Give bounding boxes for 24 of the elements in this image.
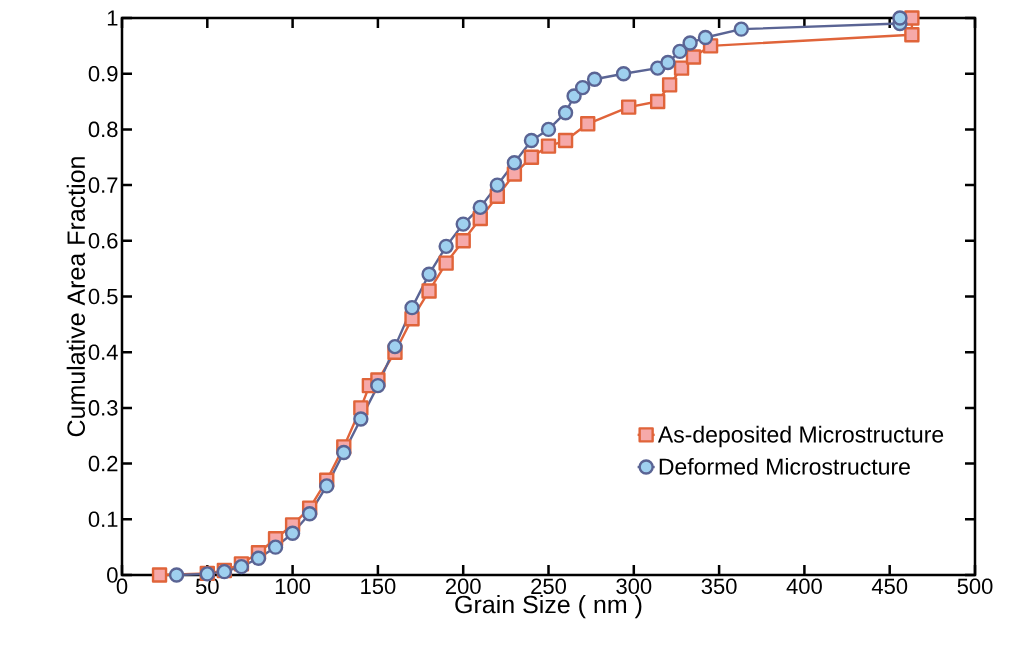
x-tick-label: 250 (531, 578, 566, 595)
y-tick-label: 0.4 (88, 344, 118, 360)
x-tick-label: 400 (786, 578, 822, 595)
legend-label: Deformed Microstructure (659, 457, 910, 475)
y-tick-label: 0.9 (88, 65, 118, 82)
x-axis-title: Grain Size ( nm ) (455, 594, 642, 619)
y-tick-label: 0.2 (88, 455, 118, 472)
x-tick-label: 300 (616, 578, 652, 595)
y-tick-label: 0.5 (88, 288, 118, 305)
x-tick-label: 150 (361, 578, 396, 595)
y-tick-label: 0 (107, 567, 118, 583)
y-axis-title: Cumulative Area Fraction (66, 157, 86, 437)
y-tick-label: 0.3 (88, 400, 118, 416)
y-tick-label: 0.8 (88, 121, 118, 138)
x-tick-label: 100 (275, 578, 311, 595)
y-tick-label: 0.6 (88, 233, 118, 249)
y-tick-label: 1 (107, 10, 118, 26)
y-tick-label: 0.7 (88, 177, 118, 193)
y-tick-label: 0.1 (88, 511, 118, 528)
legend-label: As-deposited Microstructure (657, 425, 944, 448)
x-tick-label: 500 (957, 578, 993, 595)
x-tick-label: 450 (871, 578, 908, 595)
x-tick-label: 350 (701, 578, 737, 595)
x-tick-label: 200 (445, 578, 481, 595)
